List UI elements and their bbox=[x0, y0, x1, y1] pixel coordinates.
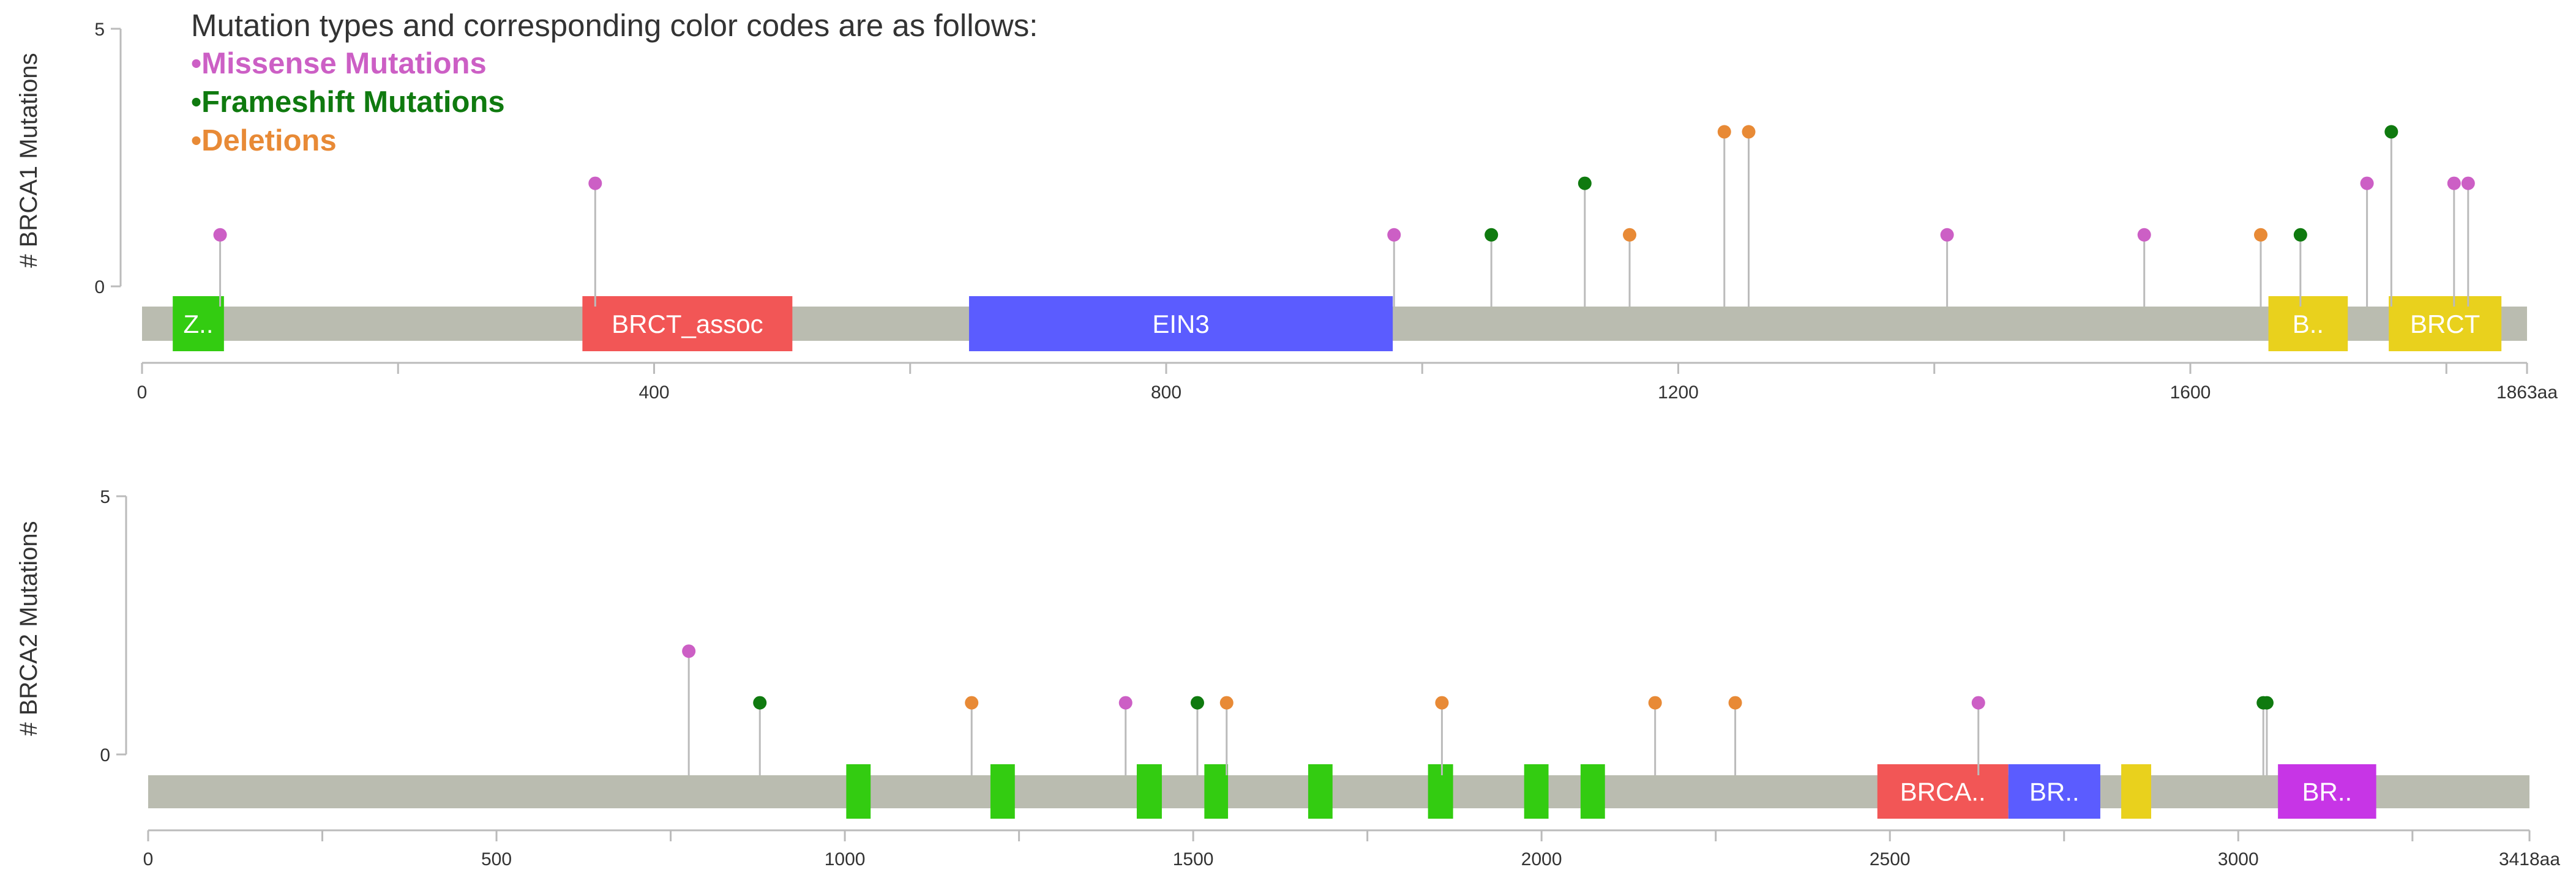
x-tick-label: 0 bbox=[143, 849, 154, 869]
x-tick-label: 3418aa bbox=[2499, 849, 2560, 869]
domain-label: BR.. bbox=[2029, 778, 2080, 806]
domain-label: BR.. bbox=[2302, 778, 2353, 806]
domain-box bbox=[1136, 764, 1162, 819]
mutation-frameshift-point bbox=[753, 696, 767, 710]
mutation-missense-point bbox=[2360, 176, 2374, 190]
mutation-missense-point bbox=[1971, 696, 1985, 710]
x-tick-label: 2500 bbox=[1870, 849, 1911, 869]
domain-label: Z.. bbox=[184, 310, 214, 338]
x-tick-label: 2000 bbox=[1521, 849, 1562, 869]
domain-box bbox=[2389, 296, 2502, 351]
x-tick-label: 1600 bbox=[2170, 382, 2211, 403]
y-tick-label: 5 bbox=[100, 487, 110, 507]
x-tick-label: 800 bbox=[1151, 382, 1181, 403]
mutation-missense-point bbox=[1118, 696, 1133, 710]
domain-box bbox=[1580, 764, 1605, 819]
x-tick-label: 1000 bbox=[825, 849, 866, 869]
domain-label: BRCT bbox=[2410, 310, 2480, 338]
mutation-missense-point bbox=[2461, 176, 2475, 190]
domain-box bbox=[990, 764, 1015, 819]
x-tick-label: 500 bbox=[481, 849, 512, 869]
mutation-deletion-point bbox=[1623, 228, 1637, 242]
mutation-deletion-point bbox=[1728, 696, 1742, 710]
domain-box bbox=[968, 296, 1393, 351]
domain-label: EIN3 bbox=[1152, 310, 1209, 338]
mutation-frameshift-point bbox=[2260, 696, 2274, 710]
legend: Mutation types and corresponding color c… bbox=[191, 6, 1038, 160]
mutation-frameshift-point bbox=[2384, 125, 2398, 139]
chart-1: # BRCA1 Mutations 0 5 Z.. BRCT_assoc EIN3 B.. B… bbox=[15, 20, 2558, 403]
mutation-missense-point bbox=[2137, 228, 2151, 242]
chart-2: # BRCA2 Mutations 0 5 BRCA.. BR.. BR.. 0 500 100… bbox=[15, 487, 2560, 869]
mutation-deletion-point bbox=[1435, 696, 1449, 710]
domain-box bbox=[2278, 764, 2376, 819]
domain-label: BRCA.. bbox=[1900, 778, 1986, 806]
x-tick-label: 3000 bbox=[2218, 849, 2259, 869]
x-tick-label: 1500 bbox=[1173, 849, 1214, 869]
legend-deletions: •Deletions bbox=[191, 124, 337, 157]
x-tick-label: 0 bbox=[137, 382, 148, 403]
domain-box bbox=[2268, 296, 2348, 351]
mutation-deletion-point bbox=[1742, 125, 1756, 139]
domain-box bbox=[1524, 764, 1549, 819]
y-tick-label: 0 bbox=[94, 277, 105, 297]
domain-box bbox=[173, 296, 224, 351]
domain-box bbox=[2121, 764, 2152, 819]
domain-box bbox=[1877, 764, 2009, 819]
domain-box bbox=[846, 764, 871, 819]
mutation-frameshift-point bbox=[2293, 228, 2307, 242]
mutation-frameshift-point bbox=[1578, 176, 1592, 190]
domain-box bbox=[1428, 764, 1453, 819]
legend-title: Mutation types and corresponding color c… bbox=[191, 8, 1038, 43]
y-tick-label: 0 bbox=[100, 745, 110, 765]
y-tick-label: 5 bbox=[94, 20, 105, 40]
y-axis-label: # BRCA1 Mutations bbox=[15, 53, 42, 267]
mutation-deletion-point bbox=[1717, 125, 1731, 139]
domain-box bbox=[1308, 764, 1333, 819]
mutation-deletion-point bbox=[965, 696, 979, 710]
mutation-deletion-point bbox=[1648, 696, 1662, 710]
domain-box bbox=[582, 296, 793, 351]
mutation-missense-point bbox=[2447, 176, 2461, 190]
protein-backbone bbox=[148, 775, 2529, 808]
mutation-missense-point bbox=[213, 228, 227, 242]
mutation-deletion-point bbox=[1219, 696, 1234, 710]
x-tick-label: 1200 bbox=[1658, 382, 1699, 403]
domain-box bbox=[2008, 764, 2100, 819]
y-axis-label: # BRCA2 Mutations bbox=[15, 521, 42, 735]
x-tick-label: 1863aa bbox=[2496, 382, 2558, 403]
domain-label: B.. bbox=[2293, 310, 2324, 338]
domain-label: BRCT_assoc bbox=[612, 310, 763, 338]
mutation-missense-point bbox=[682, 644, 696, 658]
legend-missense: •Missense Mutations bbox=[191, 47, 487, 80]
x-tick-label: 400 bbox=[638, 382, 669, 403]
mutation-missense-point bbox=[1940, 228, 1954, 242]
mutation-missense-point bbox=[1387, 228, 1401, 242]
mutation-frameshift-point bbox=[1190, 696, 1204, 710]
legend-frameshift: •Frameshift Mutations bbox=[191, 86, 505, 119]
mutation-deletion-point bbox=[2254, 228, 2268, 242]
mutation-frameshift-point bbox=[1485, 228, 1499, 242]
domain-box bbox=[1204, 764, 1229, 819]
mutation-missense-point bbox=[588, 176, 602, 190]
